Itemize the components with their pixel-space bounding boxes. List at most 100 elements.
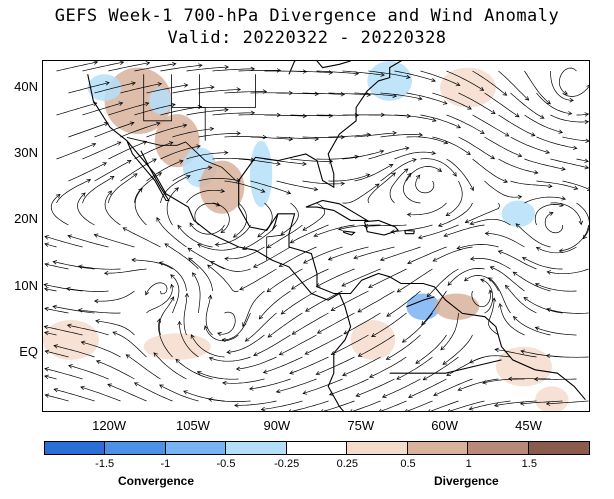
streamline (279, 246, 317, 267)
streamline-arrow (220, 188, 226, 194)
streamline (112, 331, 147, 358)
streamline (253, 334, 291, 356)
streamline-arrow (534, 282, 540, 287)
streamline-arrow (145, 61, 151, 66)
streamline (442, 334, 473, 365)
streamline (522, 257, 563, 270)
streamline (290, 158, 333, 162)
streamline (208, 398, 251, 402)
streamline (470, 218, 511, 226)
coastlines (87, 61, 586, 411)
streamline (354, 164, 393, 182)
streamline-arrow (517, 153, 523, 158)
streamline-arrow (127, 160, 132, 164)
streamline-arrow (158, 261, 164, 266)
streamline-arrow (428, 409, 431, 411)
coastline (238, 180, 586, 401)
streamline (391, 224, 433, 233)
streamline-arrow (479, 86, 485, 91)
streamline (536, 136, 577, 149)
streamline-arrow (467, 105, 472, 110)
streamline (446, 356, 485, 376)
streamline-arrow (290, 285, 296, 290)
streamline-arrow (418, 96, 423, 101)
streamline (423, 356, 459, 381)
streamline-arrow (363, 223, 369, 229)
streamline-arrow (189, 222, 194, 227)
streamline (505, 285, 537, 314)
streamline-arrow (421, 320, 426, 326)
streamline (562, 136, 589, 142)
streamline-arrow (530, 132, 536, 137)
streamline (207, 264, 239, 293)
streamline-arrow (374, 183, 380, 188)
streamline (44, 288, 57, 292)
streamline (357, 290, 395, 313)
streamline-arrow (207, 165, 213, 170)
streamline (160, 175, 191, 204)
streamline (52, 306, 95, 314)
streamline (279, 334, 317, 356)
divergence-patch (199, 160, 245, 214)
streamline-arrow (313, 186, 319, 192)
streamline-arrow (371, 333, 376, 337)
streamline (81, 341, 121, 358)
streamline-arrow (276, 161, 281, 166)
streamline (257, 202, 273, 238)
streamline-arrow (504, 132, 510, 137)
streamline (186, 152, 228, 160)
streamline-arrow (328, 113, 334, 119)
streamline-arrow (278, 262, 284, 267)
streamline (66, 288, 109, 292)
streamline-arrow (44, 374, 49, 379)
streamline-arrow (258, 314, 264, 320)
streamline-arrow (418, 132, 424, 137)
streamline-arrow (559, 202, 564, 208)
streamline-arrow (548, 211, 554, 216)
streamline-arrow (493, 402, 499, 408)
coastline (342, 230, 356, 236)
streamline (159, 384, 199, 402)
streamline-arrow (152, 158, 157, 163)
streamline-arrow (313, 232, 319, 238)
streamline (159, 262, 187, 292)
streamline (212, 112, 255, 116)
streamline (402, 312, 433, 343)
streamline-arrow (406, 212, 412, 217)
streamline (212, 157, 255, 161)
streamline (355, 378, 395, 397)
streamline-arrow (266, 244, 272, 249)
streamline-arrow (91, 142, 97, 148)
divergence-shading (43, 61, 569, 411)
colorbar-tick-label: -1.5 (95, 458, 115, 470)
streamline-arrow (304, 350, 310, 355)
streamline (394, 70, 436, 82)
streamline (68, 122, 109, 138)
streamline-arrow (210, 261, 215, 266)
streamline (276, 180, 318, 190)
streamline (302, 180, 345, 185)
streamline (190, 334, 225, 358)
streamline-arrow (103, 270, 109, 276)
streamline (458, 92, 496, 114)
streamline (120, 122, 161, 138)
streamline (380, 134, 423, 138)
streamline-arrow (569, 98, 574, 103)
streamline-arrow (156, 318, 162, 323)
streamline-arrow (545, 401, 551, 406)
streamline-arrow (153, 352, 158, 357)
streamline-arrow (198, 63, 203, 68)
streamline-arrow (43, 324, 49, 330)
streamline-arrow (388, 164, 394, 168)
streamline-arrow (207, 264, 212, 269)
streamline (44, 243, 57, 248)
streamline (490, 266, 525, 292)
streamline-arrow (80, 385, 85, 391)
streamline (342, 183, 380, 204)
streamline (259, 290, 291, 320)
streamline (68, 82, 110, 94)
streamline (302, 92, 345, 95)
streamline-arrow (512, 315, 518, 321)
streamline (380, 400, 407, 411)
streamline-arrow (586, 186, 589, 191)
